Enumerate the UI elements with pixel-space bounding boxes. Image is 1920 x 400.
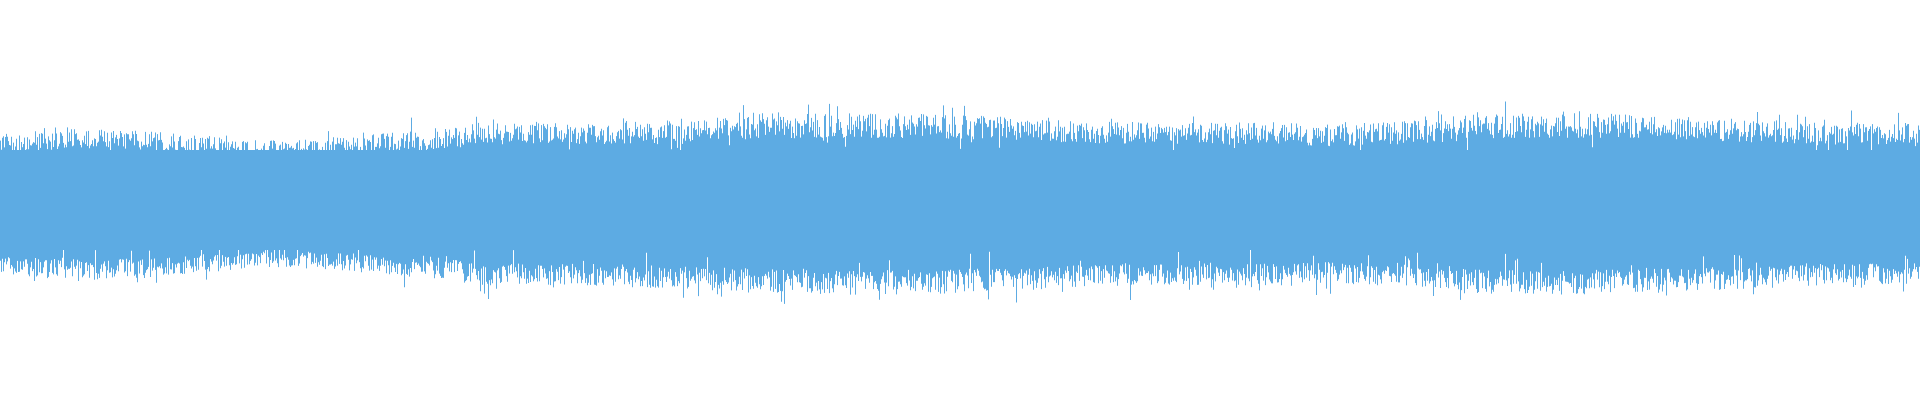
waveform-samples	[0, 101, 1920, 304]
